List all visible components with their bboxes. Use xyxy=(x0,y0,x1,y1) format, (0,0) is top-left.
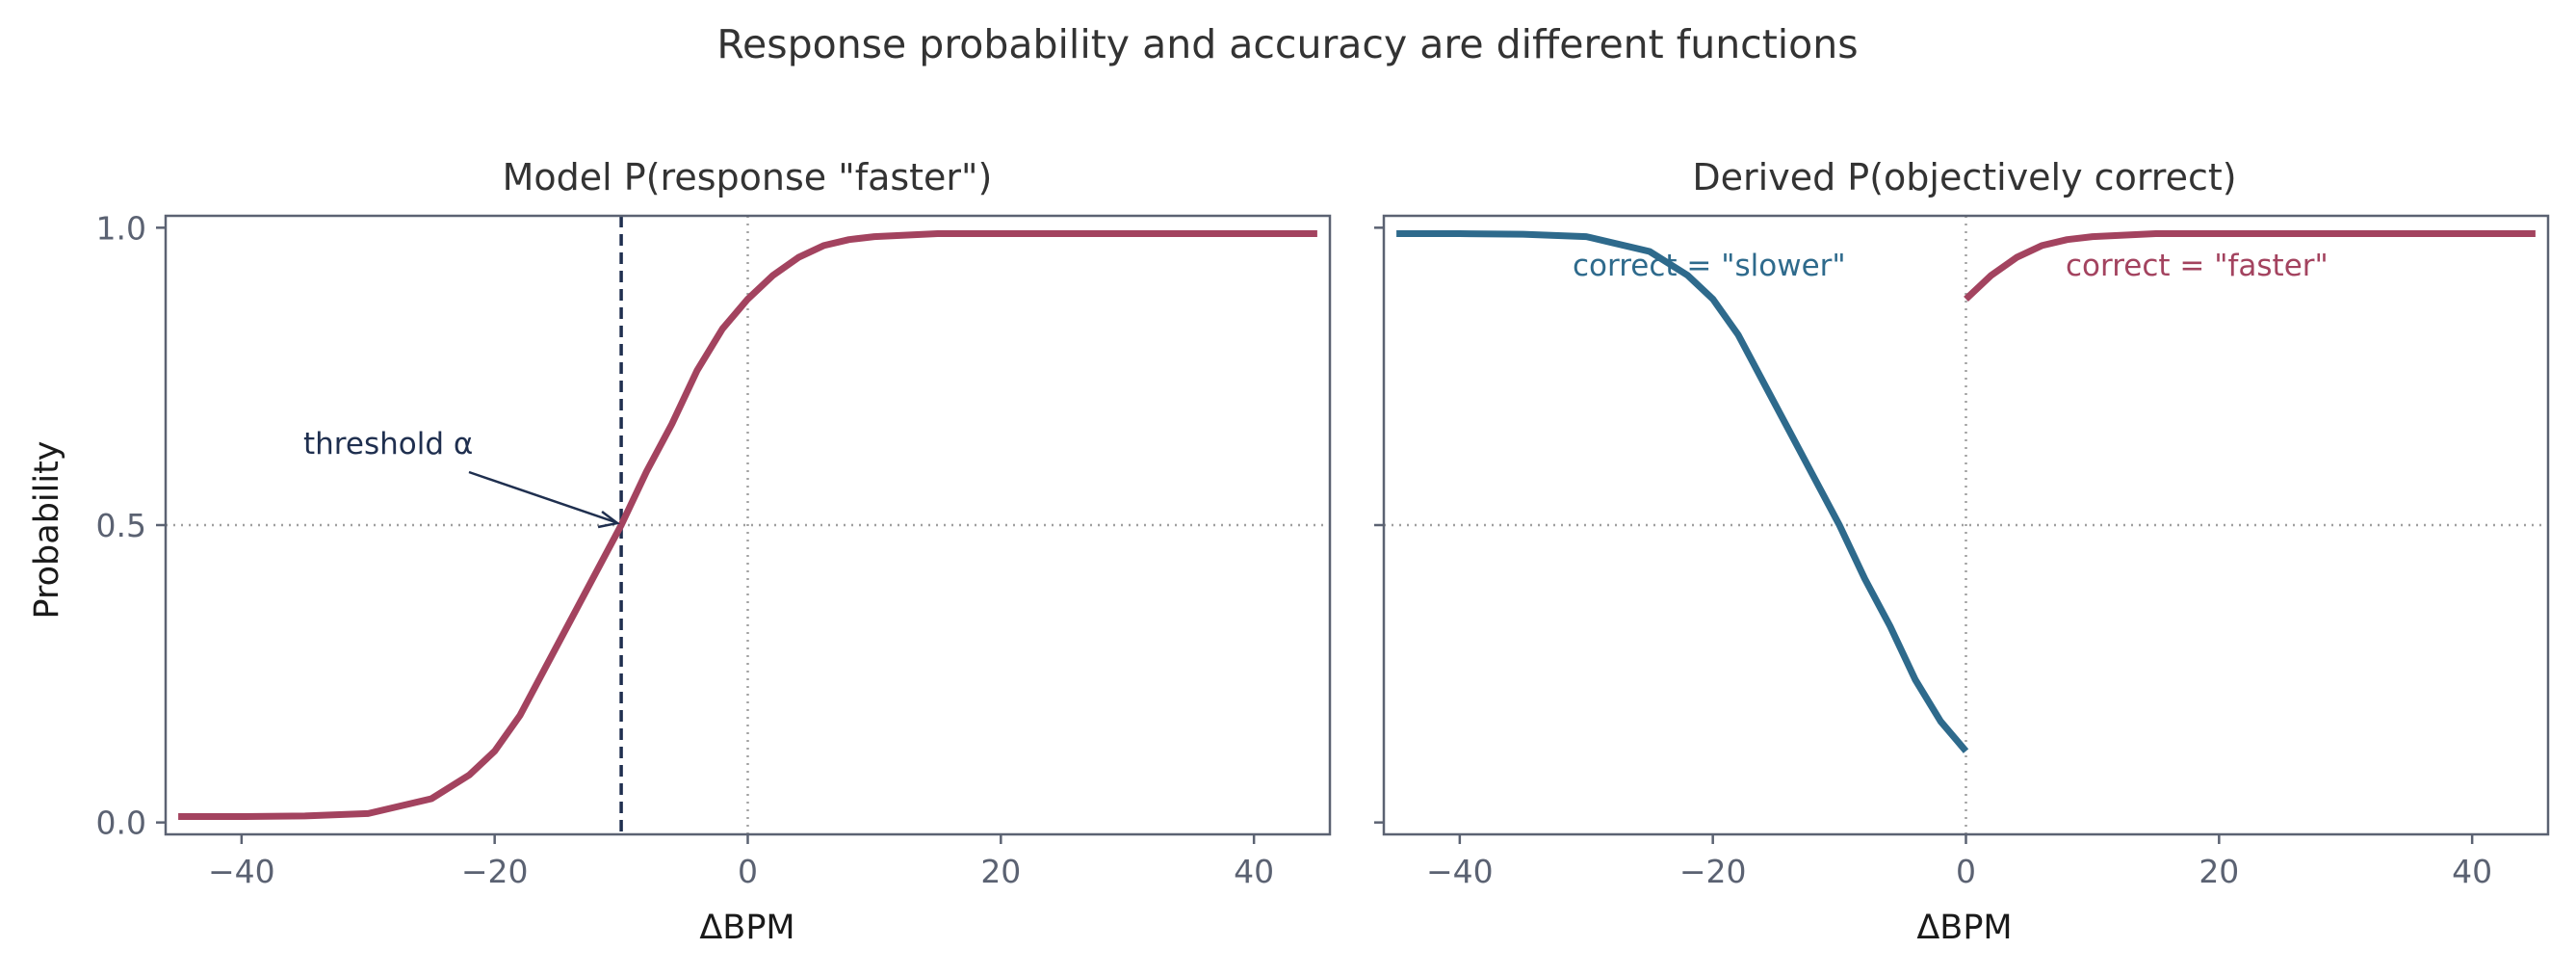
right-x-tick-label: 0 xyxy=(1956,853,1976,890)
left-x-tick-label: 0 xyxy=(738,853,758,890)
left-y-axis-label: Probability xyxy=(28,440,66,619)
right-panel: Derived P(objectively correct) ΔBPM −40 −… xyxy=(1374,156,2550,947)
left-panel-title: Model P(response "faster") xyxy=(503,156,993,198)
figure-title: Response probability and accuracy are di… xyxy=(716,21,1858,67)
right-x-tick-label: 40 xyxy=(2452,853,2492,890)
left-series-line-0 xyxy=(178,230,1317,820)
left-y-tick-label: 0.0 xyxy=(96,805,146,842)
left-x-tick-label: 40 xyxy=(1234,853,1274,890)
right-x-tick-label: −20 xyxy=(1679,853,1747,890)
right-series-line-0 xyxy=(1396,230,1969,753)
right-x-axis-label: ΔBPM xyxy=(1916,909,2012,947)
left-panel: Model P(response "faster") ΔBPM Probabil… xyxy=(28,156,1332,947)
right-x-tick-label: −40 xyxy=(1426,853,1494,890)
threshold-annotation-label: threshold α xyxy=(303,427,473,462)
right-series-line-1 xyxy=(1964,230,2536,302)
right-panel-title: Derived P(objectively correct) xyxy=(1692,156,2236,198)
threshold-annotation-arrow xyxy=(468,470,616,524)
faster-series-label: correct = "faster" xyxy=(2066,249,2329,283)
left-y-tick-label: 1.0 xyxy=(96,209,146,247)
slower-series-label: correct = "slower" xyxy=(1573,249,1846,283)
left-x-tick-label: −20 xyxy=(461,853,529,890)
left-x-tick-label: 20 xyxy=(980,853,1021,890)
left-x-axis-label: ΔBPM xyxy=(699,909,794,947)
threshold-annotation-arrowhead xyxy=(597,511,621,529)
left-x-tick-label: −40 xyxy=(208,853,275,890)
right-x-tick-label: 20 xyxy=(2199,853,2239,890)
left-y-tick-label: 0.5 xyxy=(96,507,146,544)
